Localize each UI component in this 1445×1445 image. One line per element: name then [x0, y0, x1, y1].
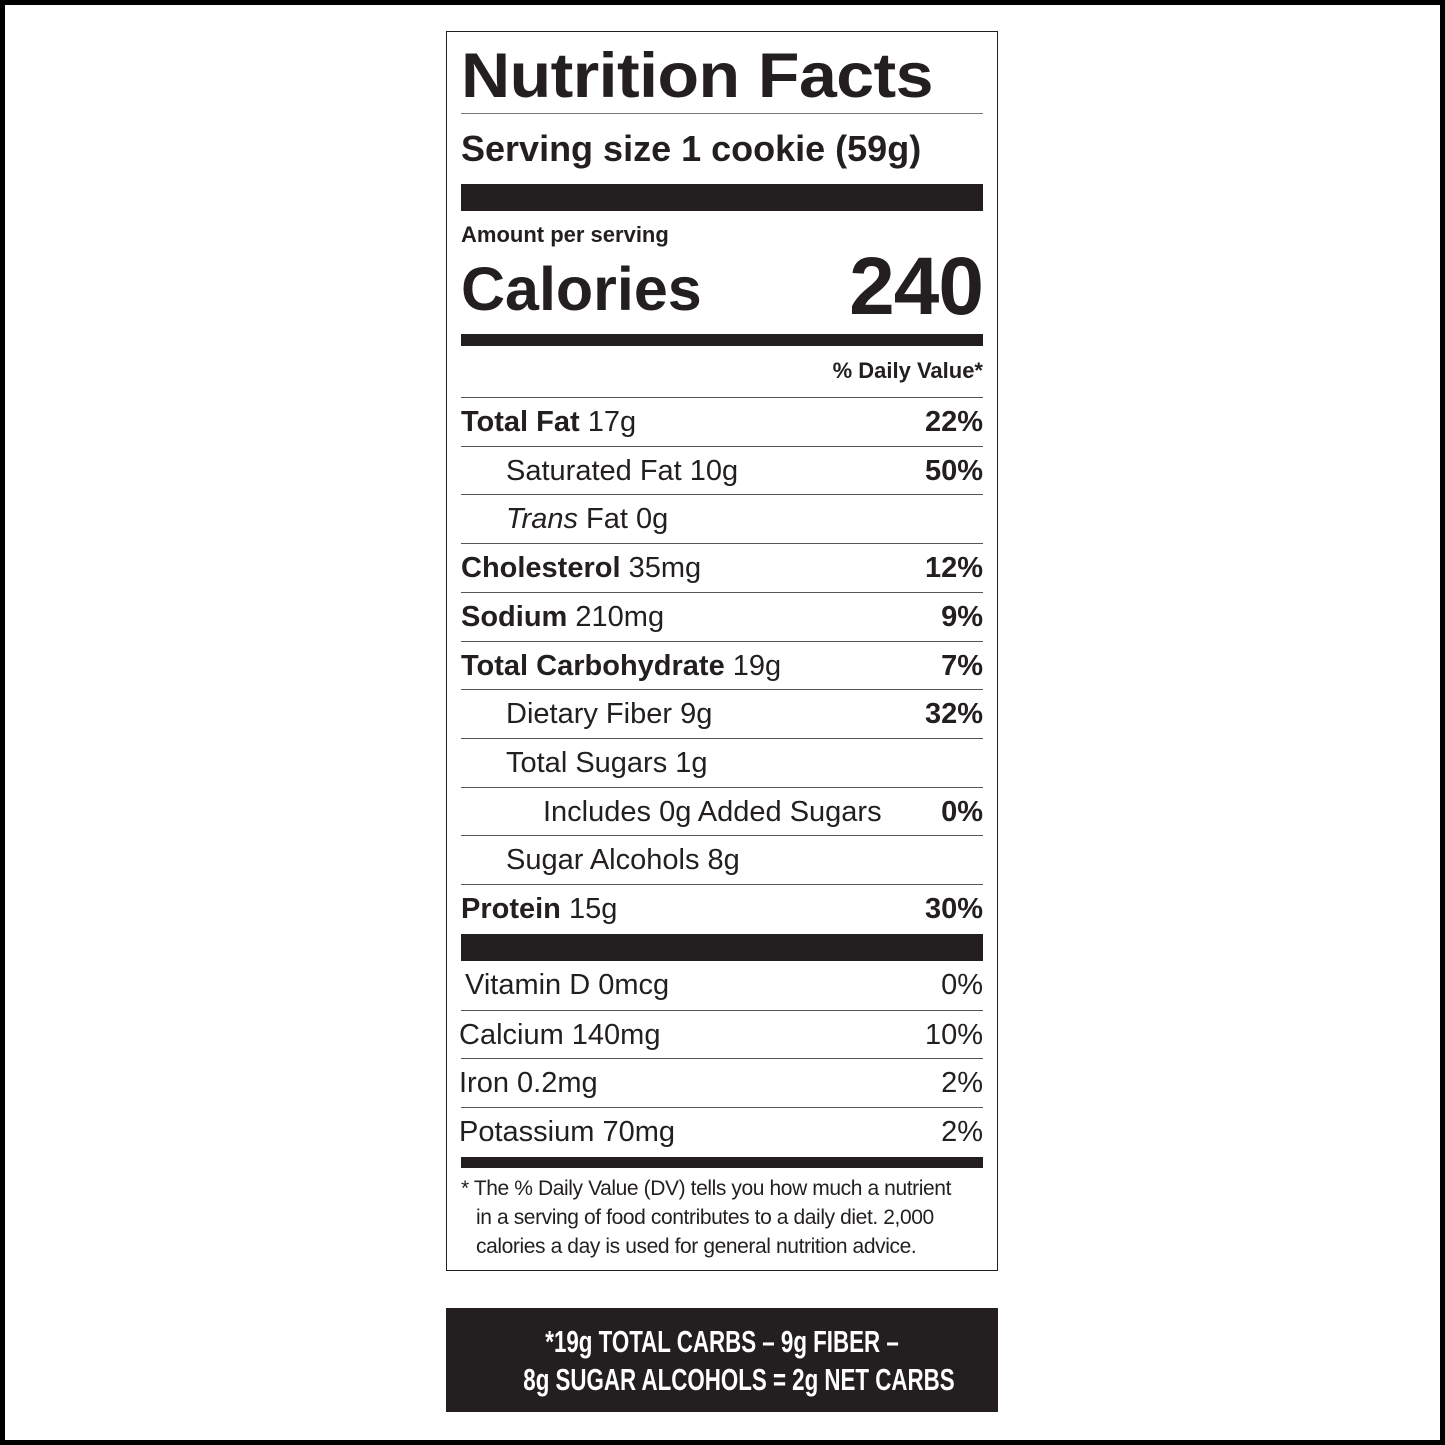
nutrient-amount: 210mg	[575, 600, 665, 633]
nutrient-label: Saturated Fat	[506, 454, 682, 487]
divider	[461, 113, 983, 114]
nutrient-name: Total Fat 17g	[461, 398, 636, 446]
nutrient-daily-value: 32%	[924, 698, 983, 731]
nutrient-amount: 9g	[680, 698, 713, 731]
nutrient-amount: 10g	[689, 454, 739, 487]
nutrient-amount: 8g	[707, 844, 740, 877]
footnote-line: * The % Daily Value (DV) tells you how m…	[461, 1177, 952, 1200]
nutrient-row: Trans Fat 0g	[461, 494, 983, 543]
nutrient-label: Total Fat	[461, 406, 580, 438]
nutrient-row: Dietary Fiber 9g 32%	[461, 689, 983, 738]
nutrient-daily-value: 22%	[924, 406, 983, 438]
net-carbs-line: *19g TOTAL CARBS – 9g FIBER –	[545, 1324, 899, 1359]
serving-size: Serving size 1 cookie (59g)	[461, 128, 922, 169]
vitamin-row: Potassium 70mg 2%	[459, 1107, 983, 1156]
thick-divider	[461, 184, 983, 211]
thick-divider	[461, 934, 983, 961]
nutrient-label: Sugar Alcohols	[506, 844, 700, 877]
nutrient-name: Includes 0g Added Sugars	[543, 788, 882, 836]
net-carbs-line: 8g SUGAR ALCOHOLS = 2g NET CARBS	[523, 1362, 955, 1397]
vitamin-name: Potassium 70mg	[459, 1116, 675, 1149]
nutrient-row: Total Carbohydrate 19g 7%	[461, 640, 983, 690]
nutrient-name: Dietary Fiber 9g	[506, 690, 712, 738]
nutrient-name: Protein 15g	[461, 885, 617, 933]
amount-per-serving: Amount per serving	[461, 222, 669, 247]
nutrient-name: Trans Fat 0g	[506, 495, 668, 543]
vitamin-daily-value: 2%	[941, 1067, 983, 1100]
nutrient-label: Total Sugars	[506, 746, 668, 779]
calories-label: Calories	[461, 255, 702, 323]
nutrient-name: Cholesterol 35mg	[461, 544, 701, 592]
nutrition-facts-label: Nutrition Facts Serving size 1 cookie (5…	[446, 31, 998, 1271]
footnote-line: in a serving of food contributes to a da…	[476, 1206, 934, 1229]
vitamin-row: Iron 0.2mg 2%	[459, 1058, 983, 1107]
vitamin-name: Calcium 140mg	[459, 1018, 661, 1051]
nutrient-name: Sodium 210mg	[461, 593, 664, 641]
nutrient-amount: 15g	[568, 893, 618, 925]
nutrient-amount: 17g	[587, 406, 637, 438]
nutrient-row: Total Fat 17g 22%	[461, 397, 983, 446]
nutrient-amount: 19g	[732, 649, 782, 682]
nutrient-label: Total Carbohydrate	[461, 649, 725, 682]
medium-divider	[461, 334, 983, 346]
nutrient-row: Cholesterol 35mg 12%	[461, 543, 983, 592]
nutrient-row: Protein 15g 30%	[461, 884, 983, 933]
nutrient-daily-value: 12%	[924, 552, 983, 585]
nutrient-label: Sodium	[461, 600, 568, 633]
nutrient-amount: 0g	[636, 503, 669, 536]
label-title: Nutrition Facts	[461, 41, 934, 111]
vitamin-daily-value: 0%	[941, 969, 983, 1001]
nutrient-daily-value: 30%	[924, 893, 983, 925]
vitamin-row: Calcium 140mg 10%	[459, 1009, 983, 1059]
nutrient-daily-value: 50%	[924, 454, 983, 487]
nutrient-amount: 35mg	[628, 552, 702, 585]
nutrient-name: Total Sugars 1g	[506, 739, 708, 787]
nutrient-label: Dietary Fiber	[506, 698, 672, 731]
medium-divider	[461, 1157, 983, 1168]
calories-value: 240	[849, 241, 984, 332]
vitamin-daily-value: 10%	[924, 1018, 983, 1051]
nutrient-row: Saturated Fat 10g 50%	[461, 445, 983, 495]
vitamin-row: Vitamin D 0mcg 0%	[461, 961, 983, 1009]
nutrient-row: Total Sugars 1g	[461, 737, 983, 787]
nutrient-name: Total Carbohydrate 19g	[461, 642, 781, 690]
nutrient-label: Trans	[506, 503, 578, 536]
footnote-line: calories a day is used for general nutri…	[476, 1235, 917, 1258]
nutrient-label: Includes 0g Added Sugars	[543, 795, 882, 828]
nutrient-label-suffix: Fat	[586, 503, 628, 536]
nutrient-row: Sugar Alcohols 8g	[461, 835, 983, 884]
nutrient-daily-value: 9%	[941, 600, 983, 633]
vitamin-name: Vitamin D 0mcg	[465, 969, 670, 1001]
vitamin-name: Iron 0.2mg	[459, 1067, 598, 1100]
net-carbs-banner: *19g TOTAL CARBS – 9g FIBER – 8g SUGAR A…	[446, 1308, 998, 1412]
footnote: * The % Daily Value (DV) tells you how m…	[461, 1174, 983, 1261]
daily-value-header: % Daily Value*	[832, 358, 983, 383]
nutrient-daily-value: 7%	[941, 649, 983, 682]
nutrient-label: Protein	[461, 893, 561, 925]
nutrient-daily-value: 0%	[941, 795, 983, 828]
nutrient-name: Sugar Alcohols 8g	[506, 836, 740, 884]
vitamin-daily-value: 2%	[941, 1116, 983, 1149]
nutrient-row: Includes 0g Added Sugars 0%	[461, 786, 983, 836]
nutrient-row: Sodium 210mg 9%	[461, 591, 983, 641]
nutrient-amount: 1g	[675, 746, 708, 779]
nutrient-name: Saturated Fat 10g	[506, 447, 738, 495]
nutrient-label: Cholesterol	[461, 552, 621, 585]
